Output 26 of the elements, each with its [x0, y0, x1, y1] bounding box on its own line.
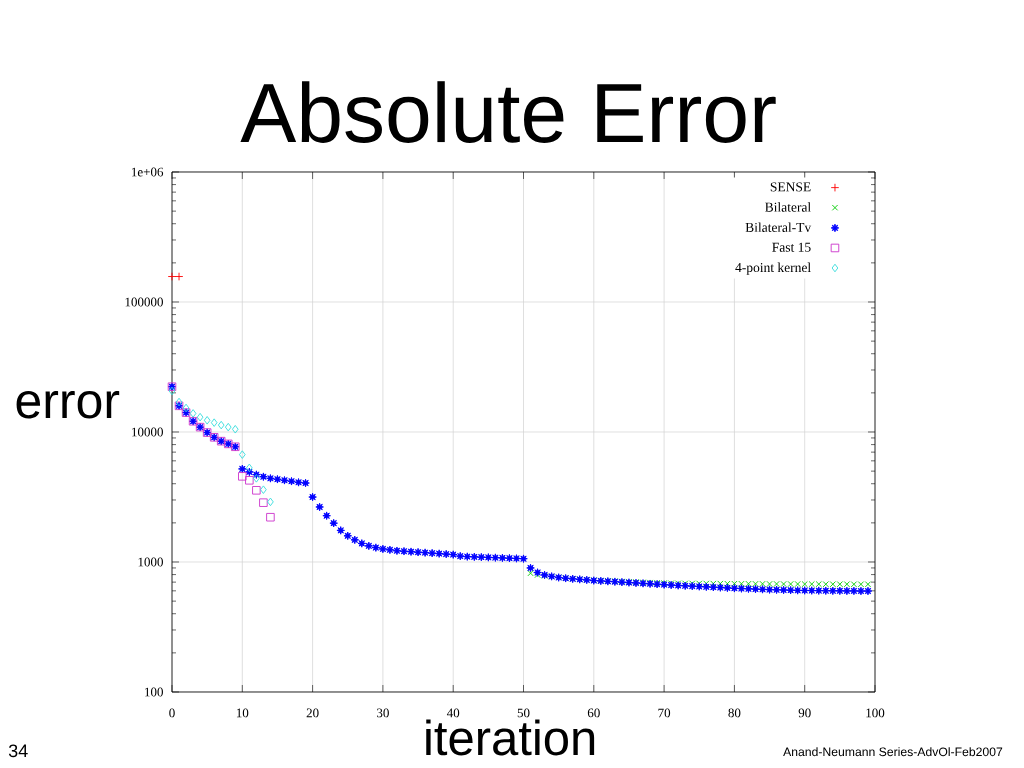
x-tick-label: 10	[236, 708, 249, 718]
x-tick-label: 80	[728, 708, 741, 718]
x-tick-label: 50	[517, 708, 530, 718]
y-tick-label: 100000	[125, 297, 163, 307]
legend-label: 4-point kernel	[735, 262, 811, 275]
x-tick-label: 60	[587, 708, 600, 718]
legend-label: SENSE	[770, 182, 811, 192]
x-tick-label: 40	[446, 708, 460, 718]
y-tick-label: 1000	[138, 557, 163, 567]
y-tick-label: 100	[145, 687, 163, 697]
legend-label: Bilateral	[765, 202, 811, 212]
x-tick-label: 0	[169, 708, 175, 718]
x-axis-title: iteration	[426, 719, 595, 756]
x-tick-label: 90	[798, 708, 811, 718]
x-tick-label: 100	[866, 708, 885, 718]
text: 34	[8, 744, 28, 758]
legend-label: Fast 15	[772, 242, 811, 252]
x-tick-label: 30	[377, 708, 389, 718]
x-tick-label: 20	[306, 708, 319, 718]
chart-title: Absolute Error	[240, 81, 776, 143]
text: Anand-Neumann Series-AdvOl-Feb2007	[783, 747, 1003, 757]
y-tick-label: 1e+06	[132, 167, 164, 177]
y-tick-label: 10000	[132, 427, 163, 437]
legend-label: Bilateral-Tv	[745, 222, 812, 232]
x-tick-label: 70	[658, 708, 671, 718]
y-axis-title: error	[16, 391, 120, 419]
